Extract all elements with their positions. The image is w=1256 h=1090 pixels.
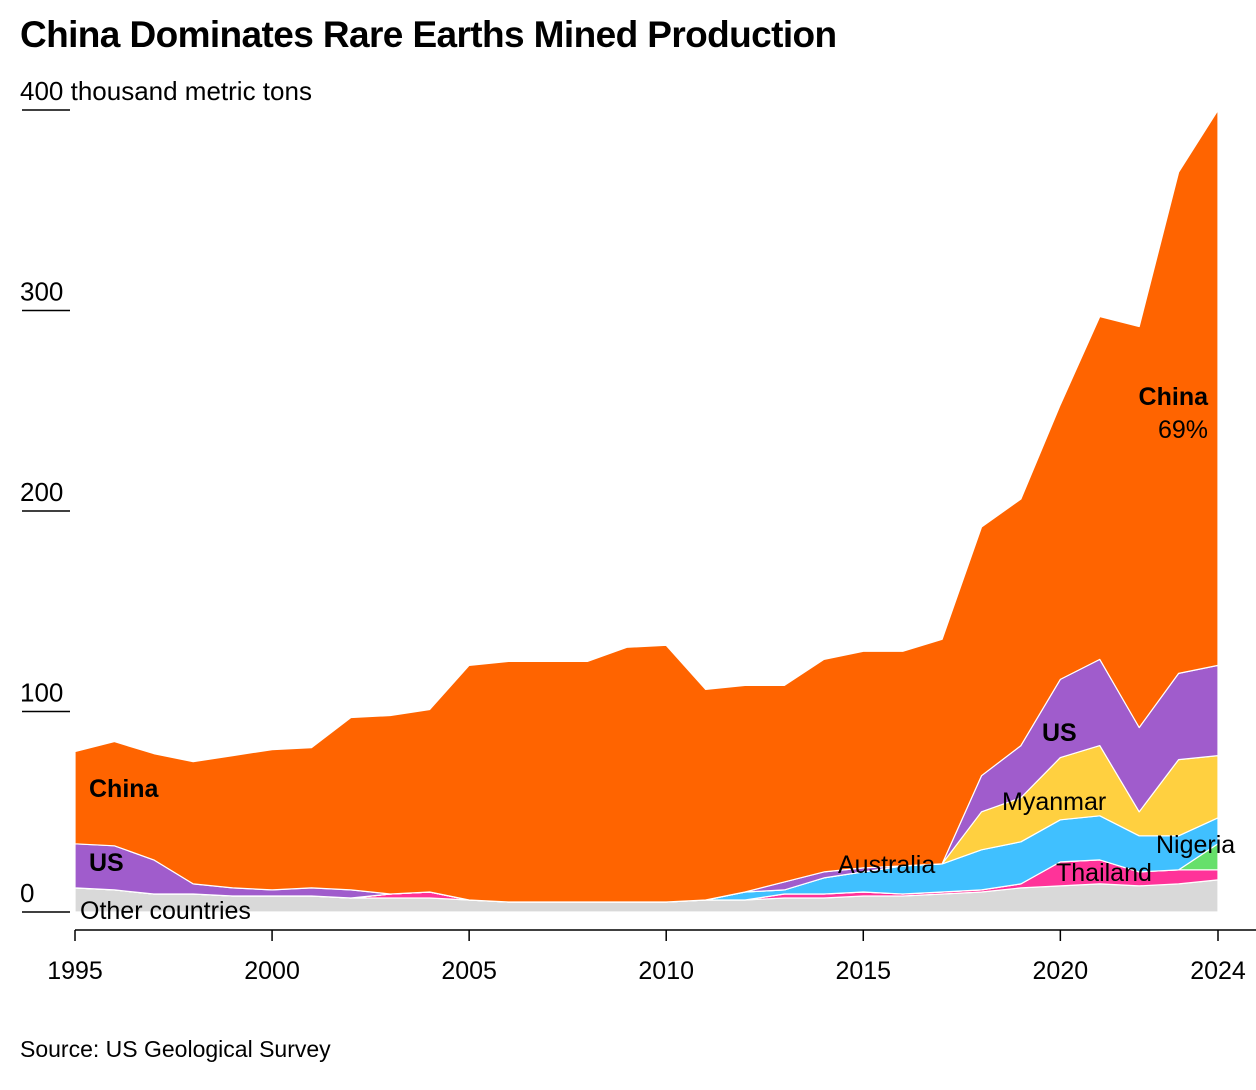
label-china-right: China bbox=[1139, 383, 1210, 411]
label-myanmar: Myanmar bbox=[1002, 788, 1106, 816]
x-tick-label-2024: 2024 bbox=[1190, 957, 1246, 985]
chart-title: China Dominates Rare Earths Mined Produc… bbox=[20, 14, 837, 55]
label-nigeria: Nigeria bbox=[1156, 831, 1235, 859]
label-china-left: China bbox=[89, 775, 160, 803]
y-tick-label-0: 0 bbox=[20, 878, 34, 908]
label-australia: Australia bbox=[838, 851, 935, 879]
x-tick-label-2020: 2020 bbox=[1033, 957, 1089, 985]
y-tick-label-400: 400 thousand metric tons bbox=[20, 76, 312, 106]
x-axis: 1995 2000 2005 2010 2015 2020 2024 bbox=[47, 929, 1256, 985]
area-china bbox=[74, 109, 1219, 903]
area-layers bbox=[74, 109, 1219, 913]
source-note: Source: US Geological Survey bbox=[20, 1036, 331, 1062]
label-us-left: US bbox=[89, 849, 124, 877]
y-axis: 0 100 200 300 400 thousand metric tons bbox=[20, 76, 312, 913]
x-tick-label-1995: 1995 bbox=[47, 957, 103, 985]
series-labels: China US Other countries Australia US Myanmar… bbox=[80, 383, 1235, 925]
x-tick-label-2000: 2000 bbox=[244, 957, 300, 985]
label-china-share: 69% bbox=[1158, 416, 1208, 444]
x-tick-label-2010: 2010 bbox=[638, 957, 694, 985]
label-us-right: US bbox=[1042, 719, 1077, 747]
x-tick-label-2005: 2005 bbox=[441, 957, 497, 985]
y-tick-label-100: 100 bbox=[20, 678, 63, 708]
label-other-countries: Other countries bbox=[80, 897, 251, 925]
y-tick-label-300: 300 bbox=[20, 277, 63, 307]
y-tick-label-200: 200 bbox=[20, 477, 63, 507]
x-tick-label-2015: 2015 bbox=[835, 957, 891, 985]
label-thailand: Thailand bbox=[1056, 859, 1152, 887]
